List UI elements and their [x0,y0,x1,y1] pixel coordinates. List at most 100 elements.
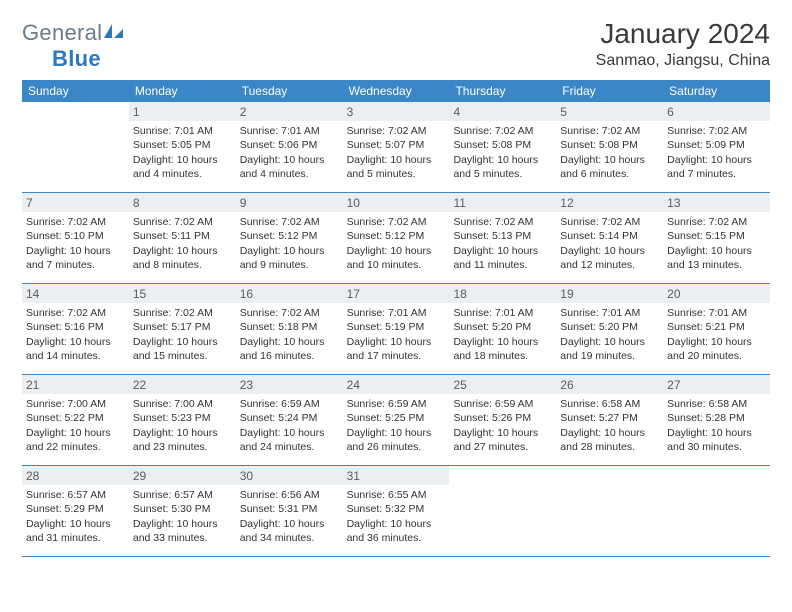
daylight-text: Daylight: 10 hours and 30 minutes. [667,426,766,454]
sunset-text: Sunset: 5:19 PM [347,320,446,334]
sunrise-text: Sunrise: 7:02 AM [453,215,552,229]
day-cell: 12Sunrise: 7:02 AMSunset: 5:14 PMDayligh… [556,193,663,283]
sunset-text: Sunset: 5:20 PM [453,320,552,334]
day-cell: 1Sunrise: 7:01 AMSunset: 5:05 PMDaylight… [129,102,236,192]
sunrise-text: Sunrise: 7:02 AM [453,124,552,138]
sunset-text: Sunset: 5:25 PM [347,411,446,425]
sunrise-text: Sunrise: 7:02 AM [133,215,232,229]
day-content: Sunrise: 7:02 AMSunset: 5:12 PMDaylight:… [236,212,343,278]
daylight-text: Daylight: 10 hours and 20 minutes. [667,335,766,363]
sunset-text: Sunset: 5:11 PM [133,229,232,243]
day-content: Sunrise: 7:02 AMSunset: 5:07 PMDaylight:… [343,121,450,187]
day-number: 15 [129,284,236,303]
sunrise-text: Sunrise: 7:00 AM [133,397,232,411]
title-block: January 2024 Sanmao, Jiangsu, China [596,18,770,70]
sunset-text: Sunset: 5:18 PM [240,320,339,334]
day-cell: 22Sunrise: 7:00 AMSunset: 5:23 PMDayligh… [129,375,236,465]
day-number: 8 [129,193,236,212]
sunset-text: Sunset: 5:23 PM [133,411,232,425]
sunrise-text: Sunrise: 6:57 AM [26,488,125,502]
day-cell [556,466,663,556]
day-cell: 5Sunrise: 7:02 AMSunset: 5:08 PMDaylight… [556,102,663,192]
day-number: 3 [343,102,450,121]
logo-text: GeneralBlue [22,20,126,72]
day-cell: 10Sunrise: 7:02 AMSunset: 5:12 PMDayligh… [343,193,450,283]
daylight-text: Daylight: 10 hours and 11 minutes. [453,244,552,272]
day-content: Sunrise: 7:01 AMSunset: 5:19 PMDaylight:… [343,303,450,369]
sunset-text: Sunset: 5:07 PM [347,138,446,152]
day-number: 19 [556,284,663,303]
day-content: Sunrise: 7:02 AMSunset: 5:15 PMDaylight:… [663,212,770,278]
day-header-mon: Monday [129,80,236,102]
day-content: Sunrise: 6:59 AMSunset: 5:26 PMDaylight:… [449,394,556,460]
daylight-text: Daylight: 10 hours and 28 minutes. [560,426,659,454]
sunset-text: Sunset: 5:17 PM [133,320,232,334]
daylight-text: Daylight: 10 hours and 13 minutes. [667,244,766,272]
daylight-text: Daylight: 10 hours and 4 minutes. [133,153,232,181]
day-content: Sunrise: 7:02 AMSunset: 5:08 PMDaylight:… [449,121,556,187]
day-number: 11 [449,193,556,212]
day-cell: 19Sunrise: 7:01 AMSunset: 5:20 PMDayligh… [556,284,663,374]
calendar: Sunday Monday Tuesday Wednesday Thursday… [22,80,770,557]
daylight-text: Daylight: 10 hours and 16 minutes. [240,335,339,363]
day-cell: 30Sunrise: 6:56 AMSunset: 5:31 PMDayligh… [236,466,343,556]
day-cell: 20Sunrise: 7:01 AMSunset: 5:21 PMDayligh… [663,284,770,374]
sunset-text: Sunset: 5:14 PM [560,229,659,243]
day-content: Sunrise: 6:57 AMSunset: 5:29 PMDaylight:… [22,485,129,551]
sunset-text: Sunset: 5:16 PM [26,320,125,334]
day-cell: 3Sunrise: 7:02 AMSunset: 5:07 PMDaylight… [343,102,450,192]
daylight-text: Daylight: 10 hours and 27 minutes. [453,426,552,454]
daylight-text: Daylight: 10 hours and 12 minutes. [560,244,659,272]
day-cell: 25Sunrise: 6:59 AMSunset: 5:26 PMDayligh… [449,375,556,465]
day-number: 27 [663,375,770,394]
daylight-text: Daylight: 10 hours and 14 minutes. [26,335,125,363]
sunset-text: Sunset: 5:12 PM [240,229,339,243]
day-number: 2 [236,102,343,121]
day-content: Sunrise: 7:02 AMSunset: 5:14 PMDaylight:… [556,212,663,278]
day-content: Sunrise: 7:02 AMSunset: 5:09 PMDaylight:… [663,121,770,187]
daylight-text: Daylight: 10 hours and 31 minutes. [26,517,125,545]
logo-sail-icon [104,20,124,46]
daylight-text: Daylight: 10 hours and 7 minutes. [667,153,766,181]
sunrise-text: Sunrise: 7:02 AM [133,306,232,320]
sunrise-text: Sunrise: 7:01 AM [560,306,659,320]
daylight-text: Daylight: 10 hours and 19 minutes. [560,335,659,363]
daylight-text: Daylight: 10 hours and 5 minutes. [347,153,446,181]
sunset-text: Sunset: 5:22 PM [26,411,125,425]
daylight-text: Daylight: 10 hours and 4 minutes. [240,153,339,181]
sunset-text: Sunset: 5:15 PM [667,229,766,243]
day-number: 9 [236,193,343,212]
sunrise-text: Sunrise: 7:02 AM [347,124,446,138]
daylight-text: Daylight: 10 hours and 10 minutes. [347,244,446,272]
daylight-text: Daylight: 10 hours and 34 minutes. [240,517,339,545]
day-cell: 28Sunrise: 6:57 AMSunset: 5:29 PMDayligh… [22,466,129,556]
day-number: 18 [449,284,556,303]
day-content: Sunrise: 6:58 AMSunset: 5:27 PMDaylight:… [556,394,663,460]
day-number: 13 [663,193,770,212]
day-content: Sunrise: 7:02 AMSunset: 5:17 PMDaylight:… [129,303,236,369]
sunrise-text: Sunrise: 7:02 AM [347,215,446,229]
day-cell: 26Sunrise: 6:58 AMSunset: 5:27 PMDayligh… [556,375,663,465]
sunset-text: Sunset: 5:31 PM [240,502,339,516]
sunset-text: Sunset: 5:24 PM [240,411,339,425]
day-content: Sunrise: 7:02 AMSunset: 5:18 PMDaylight:… [236,303,343,369]
day-header-sat: Saturday [663,80,770,102]
logo-general: General [22,20,102,45]
day-content: Sunrise: 6:58 AMSunset: 5:28 PMDaylight:… [663,394,770,460]
sunset-text: Sunset: 5:10 PM [26,229,125,243]
sunrise-text: Sunrise: 6:57 AM [133,488,232,502]
day-cell: 11Sunrise: 7:02 AMSunset: 5:13 PMDayligh… [449,193,556,283]
day-header-fri: Friday [556,80,663,102]
day-content: Sunrise: 7:01 AMSunset: 5:20 PMDaylight:… [449,303,556,369]
day-content: Sunrise: 6:56 AMSunset: 5:31 PMDaylight:… [236,485,343,551]
day-number: 6 [663,102,770,121]
sunset-text: Sunset: 5:21 PM [667,320,766,334]
day-content: Sunrise: 7:02 AMSunset: 5:16 PMDaylight:… [22,303,129,369]
day-content: Sunrise: 6:59 AMSunset: 5:25 PMDaylight:… [343,394,450,460]
day-content: Sunrise: 7:01 AMSunset: 5:05 PMDaylight:… [129,121,236,187]
day-number: 7 [22,193,129,212]
day-number: 25 [449,375,556,394]
day-number: 16 [236,284,343,303]
logo-blue: Blue [52,46,101,71]
day-cell: 2Sunrise: 7:01 AMSunset: 5:06 PMDaylight… [236,102,343,192]
